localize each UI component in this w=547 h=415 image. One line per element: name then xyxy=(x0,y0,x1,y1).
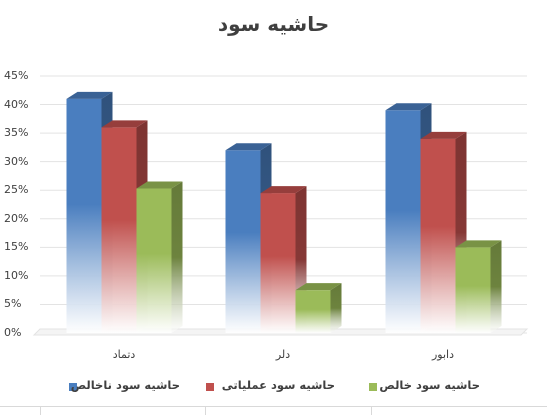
divider-tick xyxy=(40,406,41,415)
bar-top xyxy=(225,143,272,151)
y-tick-label: 30% xyxy=(4,154,29,168)
divider-tick xyxy=(371,406,372,415)
bar-front xyxy=(225,150,261,333)
y-tick-label: 40% xyxy=(4,97,29,111)
bar-front xyxy=(136,188,172,333)
x-tick-label: دابور xyxy=(431,348,454,361)
bar-top xyxy=(101,120,148,128)
legend-label: حاشیه سود خالص xyxy=(379,378,480,392)
bar-front xyxy=(385,110,421,334)
bar-top xyxy=(136,181,183,189)
legend-label: حاشیه سود عملیاتی xyxy=(221,378,335,392)
y-tick-label: 10% xyxy=(4,268,29,282)
x-tick-label: دلر xyxy=(275,348,291,361)
bar-top xyxy=(295,283,342,291)
bar-top xyxy=(455,240,502,248)
bar-side xyxy=(490,240,502,333)
bar-front xyxy=(66,98,102,333)
bar-top xyxy=(385,103,432,111)
bar-side xyxy=(330,283,342,333)
bar-front xyxy=(455,247,491,333)
y-tick-label: 15% xyxy=(4,240,29,254)
chart-title: حاشیه سود xyxy=(217,12,330,36)
bar-side xyxy=(171,181,183,333)
legend-label: حاشیه سود ناخالص xyxy=(70,378,180,392)
bar-front xyxy=(295,290,331,333)
y-tick-label: 5% xyxy=(4,297,22,311)
divider xyxy=(0,406,547,407)
y-tick-label: 0% xyxy=(4,326,22,339)
bar-front xyxy=(420,138,456,333)
y-tick-label: 25% xyxy=(4,183,29,197)
bar-front xyxy=(101,127,137,334)
divider-tick xyxy=(205,406,206,415)
bar-top xyxy=(420,131,467,139)
x-tick-label: دتماد xyxy=(112,348,136,361)
y-tick-label: 35% xyxy=(4,126,29,140)
bar xyxy=(295,283,342,333)
bar-front xyxy=(260,193,296,333)
legend-swatch xyxy=(206,383,214,391)
bar-top xyxy=(260,186,307,194)
bar-top xyxy=(66,91,113,99)
y-tick-label: 45% xyxy=(4,69,29,82)
legend-swatch xyxy=(69,383,77,391)
bar xyxy=(136,181,183,333)
y-tick-label: 20% xyxy=(4,211,29,225)
legend-swatch xyxy=(369,383,377,391)
legend: حاشیه سود ناخالص حاشیه سود عملیاتی حاشیه س… xyxy=(0,378,547,400)
bar xyxy=(260,186,307,333)
bar xyxy=(455,240,502,333)
